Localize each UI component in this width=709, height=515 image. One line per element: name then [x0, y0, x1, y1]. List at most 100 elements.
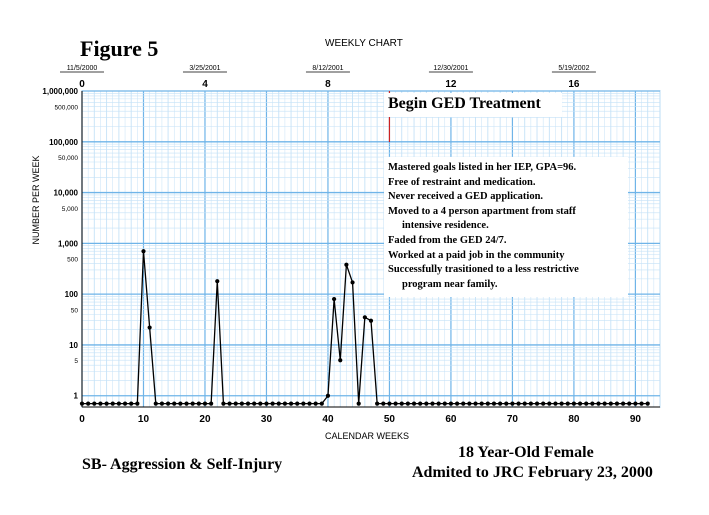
notes-background [384, 157, 628, 297]
y-axis-label: NUMBER PER WEEK [31, 155, 41, 245]
top-date-label: 8/12/2001 [312, 65, 343, 72]
note-line: Mastered goals listed in her IEP, GPA=96… [388, 162, 577, 173]
data-point [534, 401, 540, 406]
data-point [288, 401, 294, 406]
data-point [344, 262, 349, 267]
phase-change-label: Begin GED Treatment [388, 95, 541, 112]
subject-label: 18 Year-Old Female [458, 444, 594, 461]
y-tick-label: 10 [69, 341, 78, 350]
data-point [411, 401, 417, 406]
data-point [172, 401, 177, 406]
data-point [221, 401, 226, 406]
y-tick-label: 500 [67, 257, 78, 264]
data-point [621, 401, 626, 406]
data-point [448, 401, 454, 406]
data-point [381, 401, 386, 406]
data-point [209, 401, 214, 406]
chart-title: WEEKLY CHART [325, 38, 403, 49]
data-point [122, 401, 128, 406]
x-axis-label: CALENDAR WEEKS [325, 431, 410, 441]
data-point [590, 401, 595, 406]
x-tick-label: 40 [322, 414, 334, 425]
data-point [442, 401, 447, 406]
data-point [645, 401, 650, 406]
data-point [393, 401, 398, 406]
data-point [319, 401, 324, 406]
data-point [116, 401, 121, 406]
note-line: program near family. [402, 278, 498, 290]
data-point [147, 325, 152, 330]
data-point [596, 401, 601, 406]
data-point [270, 401, 275, 406]
data-point [227, 401, 232, 406]
note-line: intensive residence. [402, 220, 489, 232]
data-point [233, 401, 238, 406]
data-point [639, 401, 644, 406]
data-point [608, 401, 613, 406]
data-point [491, 401, 497, 406]
data-point [153, 401, 158, 406]
note-line: Successfully trasitioned to a less restr… [388, 264, 579, 276]
data-point [633, 401, 638, 406]
y-tick-label: 100 [65, 290, 79, 299]
x-tick-label: 30 [261, 414, 273, 425]
data-point [178, 401, 183, 406]
note-line: Never received a GED application. [388, 191, 544, 203]
data-point [86, 401, 91, 406]
x-tick-label: 10 [138, 414, 150, 425]
y-tick-label: 1,000,000 [42, 87, 78, 96]
x-tick-label: 0 [79, 414, 85, 425]
data-point [282, 401, 288, 406]
data-point [129, 401, 134, 406]
data-point [307, 401, 312, 406]
data-point [368, 318, 374, 323]
x-tick-label: 50 [384, 414, 396, 425]
data-point [473, 401, 478, 406]
data-point [430, 401, 435, 406]
data-point [135, 401, 140, 406]
data-point [79, 401, 85, 406]
note-line: Worked at a paid job in the community [388, 249, 565, 261]
data-point [239, 401, 244, 406]
data-point [196, 401, 201, 406]
data-point [559, 401, 564, 406]
data-point [541, 401, 546, 406]
data-point [565, 401, 570, 406]
data-point [258, 401, 263, 406]
data-point [98, 401, 103, 406]
data-point [325, 393, 331, 398]
data-point [295, 401, 300, 406]
data-point [479, 401, 484, 406]
data-point [454, 401, 460, 406]
data-point [92, 401, 97, 406]
data-point [547, 401, 552, 406]
y-tick-label: 500,000 [55, 104, 79, 111]
admission-label: Admited to JRC February 23, 2000 [412, 464, 653, 481]
data-point [350, 280, 355, 285]
data-point [461, 401, 466, 406]
top-month-label: 0 [79, 79, 85, 90]
data-point [436, 401, 441, 406]
data-point [522, 401, 527, 406]
y-tick-label: 50 [71, 307, 79, 314]
data-point [399, 401, 404, 406]
data-point [553, 401, 558, 406]
y-tick-label: 10,000 [54, 189, 79, 198]
data-point [602, 401, 607, 406]
data-point [215, 279, 220, 284]
y-tick-label: 100,000 [49, 138, 78, 147]
x-tick-label: 20 [199, 414, 211, 425]
data-point [356, 401, 361, 406]
y-tick-label: 1,000 [58, 239, 79, 248]
data-point [510, 401, 515, 406]
data-point [375, 401, 380, 406]
data-point [571, 401, 577, 406]
data-point [184, 401, 189, 406]
data-point [362, 315, 367, 320]
data-point [516, 401, 521, 406]
note-line: Faded from the GED 24/7. [388, 234, 507, 246]
data-point [202, 401, 208, 406]
note-line: Free of restraint and medication. [388, 176, 536, 188]
y-tick-label: 5,000 [62, 206, 79, 213]
